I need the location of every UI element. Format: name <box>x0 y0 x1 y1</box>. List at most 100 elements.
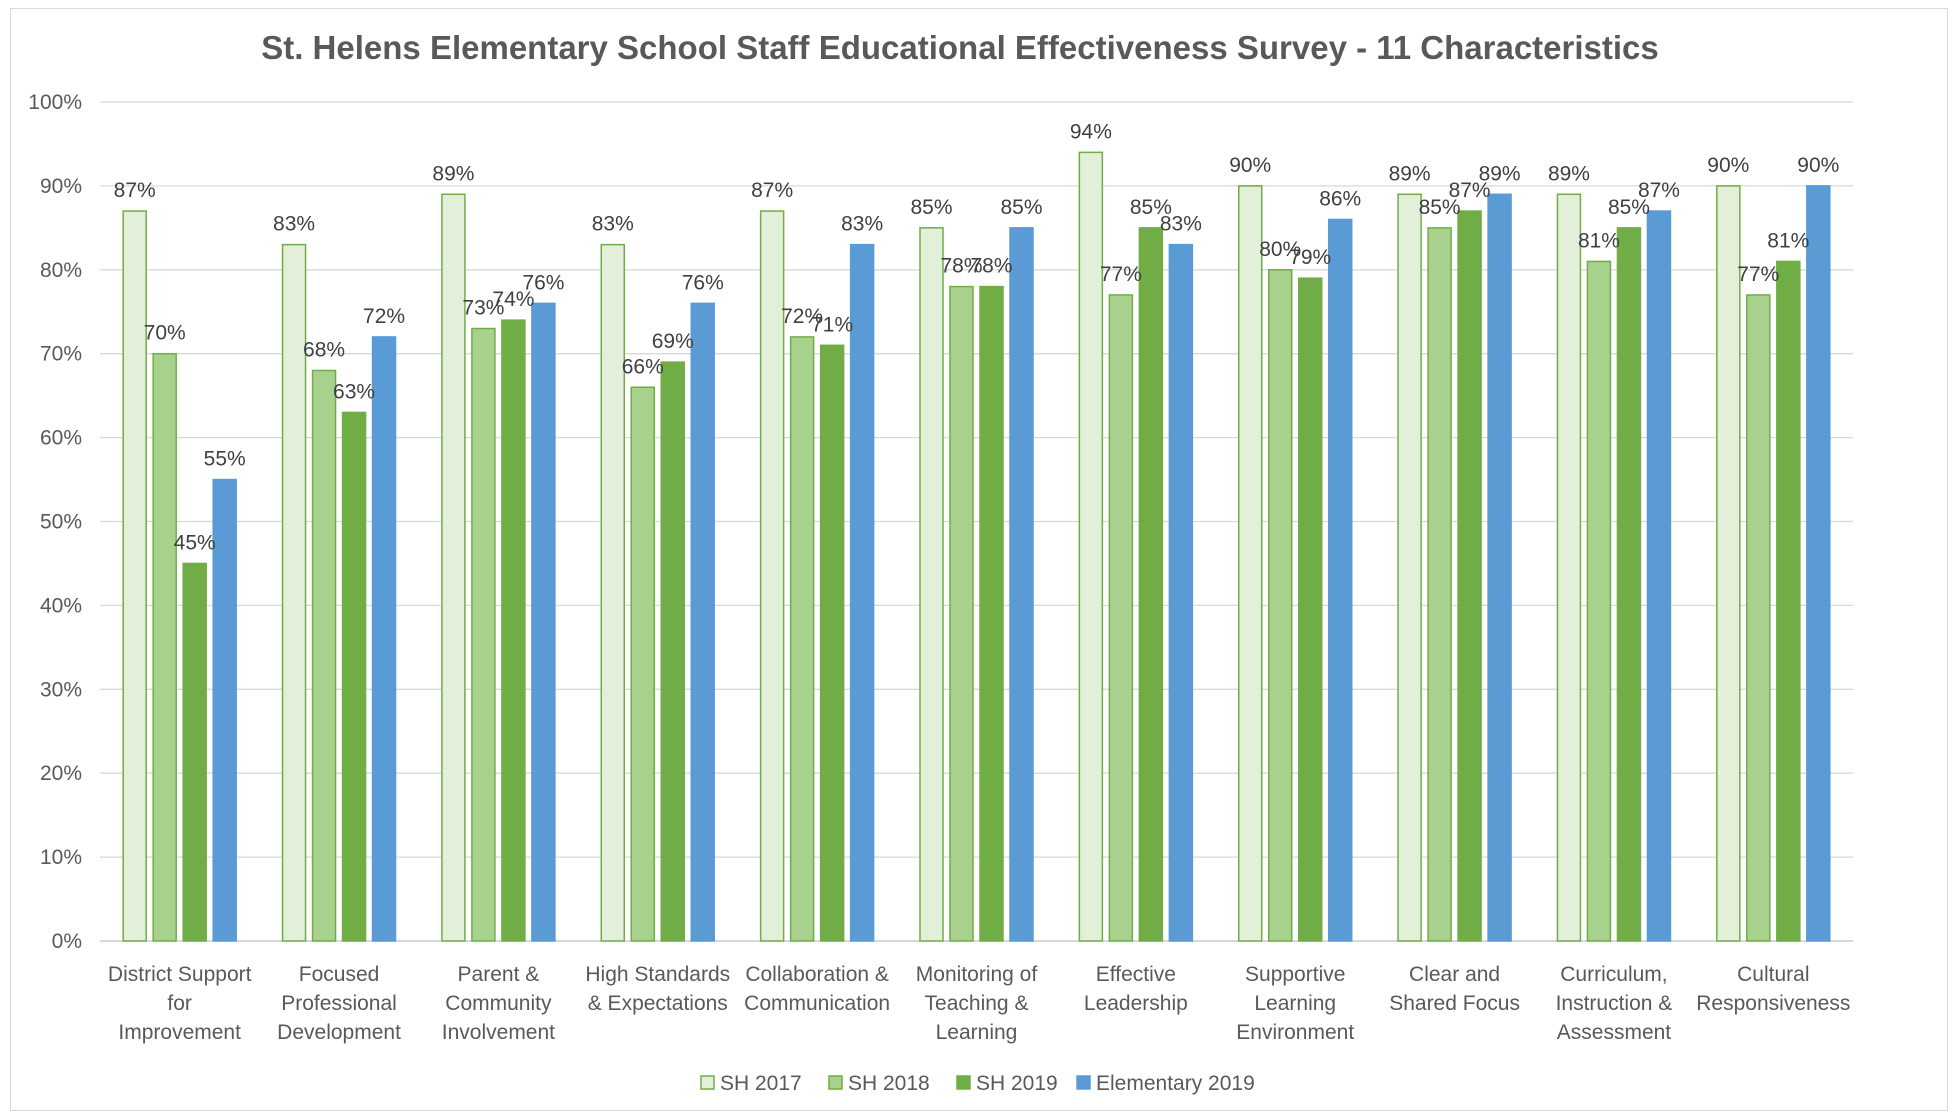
bar <box>1009 227 1034 942</box>
y-tick-label: 30% <box>40 678 82 701</box>
legend-label: SH 2018 <box>848 1072 930 1095</box>
data-label: 79% <box>1289 246 1331 269</box>
bar <box>1487 193 1512 942</box>
bar <box>819 344 845 942</box>
bar <box>471 327 496 942</box>
bar <box>759 210 785 942</box>
data-label: 71% <box>811 313 853 336</box>
bar <box>1586 260 1612 942</box>
category-label-line: Parent & <box>458 963 540 986</box>
x-axis: District Support for Improvement Focused Pro… <box>108 963 1850 1044</box>
legend-label: Elementary 2019 <box>1096 1072 1255 1095</box>
category-label: Curriculum, Instruction & Assessment <box>1556 963 1673 1044</box>
data-label: 81% <box>1767 229 1809 252</box>
category-label-line: for <box>167 992 192 1015</box>
data-label: 63% <box>333 380 375 403</box>
data-label: 68% <box>303 338 345 361</box>
category-label-line: Improvement <box>118 1021 241 1044</box>
category-label: Parent & Community Involvement <box>442 963 555 1044</box>
category-label-line: Focused <box>299 963 380 986</box>
data-label: 81% <box>1578 229 1620 252</box>
y-axis: 0% 10% 20% 30% 40% 50% 60% 70% 80% 90% 100% <box>28 91 82 953</box>
category-label: Supportive Learning Environment <box>1236 963 1354 1044</box>
category-label-line: Supportive <box>1245 963 1345 986</box>
data-label: 85% <box>1000 196 1042 219</box>
category-label-line: Communication <box>744 992 890 1015</box>
category-label: Monitoring of Teaching & Learning <box>916 963 1038 1044</box>
bar <box>152 352 177 942</box>
category-label: High Standards & Expectations <box>585 963 730 1015</box>
bar <box>531 302 556 942</box>
category-label: Effective Leadership <box>1084 963 1188 1015</box>
y-tick-label: 10% <box>40 846 82 869</box>
bar <box>212 478 237 942</box>
category-label-line: Responsiveness <box>1696 992 1850 1015</box>
data-label: 73% <box>462 297 504 320</box>
data-label: 76% <box>682 271 724 294</box>
data-label: 83% <box>1160 213 1202 236</box>
data-label: 78% <box>970 255 1012 278</box>
legend-swatch <box>700 1075 715 1090</box>
data-label: 78% <box>940 255 982 278</box>
legend-swatch <box>956 1075 971 1090</box>
data-label: 76% <box>522 271 564 294</box>
bar <box>1237 185 1263 942</box>
data-label: 70% <box>144 322 186 345</box>
data-label: 87% <box>1449 179 1491 202</box>
category-label-line: Assessment <box>1557 1021 1672 1044</box>
category-label-line: Involvement <box>442 1021 555 1044</box>
bar <box>1806 185 1831 942</box>
y-tick-label: 0% <box>52 930 82 953</box>
bar <box>501 319 526 942</box>
category-label-line: High Standards <box>585 963 730 986</box>
data-label: 89% <box>1389 162 1431 185</box>
bar <box>1138 227 1164 942</box>
bar <box>1556 193 1582 942</box>
bars <box>122 151 1831 942</box>
category-label-line: Environment <box>1236 1021 1354 1044</box>
y-tick-label: 40% <box>40 594 82 617</box>
data-label: 77% <box>1737 263 1779 286</box>
bar <box>600 243 626 942</box>
bar <box>1646 210 1672 942</box>
data-label: 87% <box>751 179 793 202</box>
data-label: 74% <box>492 288 534 311</box>
bar <box>690 302 716 942</box>
legend-label: SH 2017 <box>720 1072 802 1095</box>
data-label: 90% <box>1797 154 1839 177</box>
data-labels: 87%83%89%83%87%85%94%90% 89% 89% 90%70%68%7… <box>114 120 1840 554</box>
data-label: 69% <box>652 330 694 353</box>
category-label: Clear and Shared Focus <box>1389 963 1520 1015</box>
data-label: 80% <box>1259 238 1301 261</box>
data-label: 72% <box>781 305 823 328</box>
data-label: 89% <box>1479 162 1521 185</box>
category-label-line: Professional <box>281 992 397 1015</box>
bar <box>1267 269 1293 942</box>
category-label-line: Curriculum, <box>1560 963 1667 986</box>
bar <box>1297 277 1323 942</box>
category-label-line: & Expectations <box>588 992 728 1015</box>
data-label: 83% <box>841 213 883 236</box>
category-label-line: Shared Focus <box>1389 992 1520 1015</box>
category-label-line: Clear and <box>1409 963 1500 986</box>
bar <box>979 285 1004 942</box>
y-tick-label: 70% <box>40 343 82 366</box>
bar <box>630 386 656 942</box>
category-label-line: Effective <box>1096 963 1176 986</box>
data-label: 55% <box>204 448 246 471</box>
category-label: Focused Professional Development <box>277 963 401 1044</box>
data-label: 89% <box>1548 162 1590 185</box>
category-label-line: Collaboration & <box>745 963 889 986</box>
bar <box>1457 210 1482 942</box>
bar <box>1776 260 1801 942</box>
data-label: 90% <box>1707 154 1749 177</box>
data-label: 89% <box>432 162 474 185</box>
data-label: 85% <box>1130 196 1172 219</box>
bar <box>660 361 686 942</box>
bar <box>919 227 944 942</box>
y-tick-label: 80% <box>40 259 82 282</box>
data-label: 77% <box>1100 263 1142 286</box>
bar <box>1746 294 1771 942</box>
data-label: 85% <box>910 196 952 219</box>
bar <box>182 562 207 942</box>
